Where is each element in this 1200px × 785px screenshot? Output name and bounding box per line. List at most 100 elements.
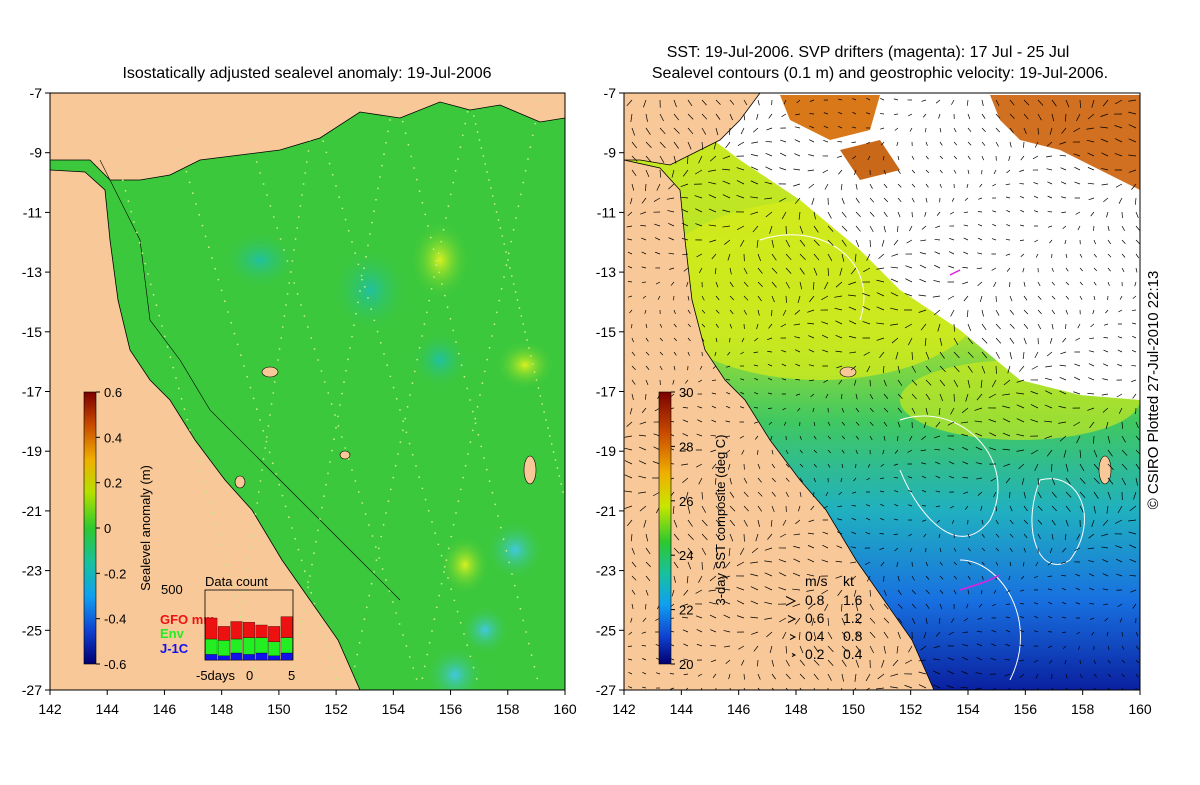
track-dot (455, 341, 457, 343)
track-dot (192, 440, 194, 442)
left-x-tick-label: 156 (439, 701, 463, 717)
track-dot (458, 500, 460, 502)
track-dot (376, 559, 378, 561)
track-dot (189, 429, 191, 431)
track-dot (175, 377, 177, 379)
track-dot (311, 564, 313, 566)
track-dot (522, 182, 524, 184)
track-dot (212, 512, 214, 514)
track-dot (447, 306, 449, 308)
track-dot (285, 304, 287, 306)
left-y-tick-label: -7 (30, 85, 43, 101)
track-dot (351, 241, 353, 243)
track-dot (276, 227, 278, 229)
track-dot (429, 642, 431, 644)
track-dot (283, 249, 285, 251)
track-dot (353, 324, 355, 326)
track-dot (329, 163, 331, 165)
track-dot (345, 370, 347, 372)
track-dot (249, 139, 251, 141)
track-dot (358, 264, 360, 266)
track-dot (418, 476, 420, 478)
right-x-tick-label: 160 (1128, 701, 1152, 717)
track-dot (370, 308, 372, 310)
left-x-tick-label: 142 (38, 701, 62, 717)
track-dot (192, 192, 194, 194)
track-dot (272, 392, 274, 394)
sst-colorbar-tick-label: 30 (679, 385, 693, 400)
track-dot (338, 196, 340, 198)
track-dot (470, 656, 472, 658)
left-y-tick-label: -19 (22, 443, 42, 459)
track-dot (186, 419, 188, 421)
track-dot (150, 284, 152, 286)
track-dot (464, 376, 466, 378)
track-dot (288, 282, 290, 284)
track-dot (513, 283, 515, 285)
track-dot (525, 631, 527, 633)
track-dot (374, 320, 376, 322)
track-dot (323, 635, 325, 637)
track-dot (299, 632, 301, 634)
track-dot (364, 618, 366, 620)
track-dot (369, 233, 371, 235)
track-dot (481, 147, 483, 149)
right-panel-title-line2: Sealevel contours (0.1 m) and geostrophi… (652, 65, 1108, 82)
track-dot (367, 245, 369, 247)
track-dot (469, 99, 471, 101)
track-dot (375, 546, 377, 548)
data-count-bar-gfo (268, 626, 280, 641)
track-dot (261, 469, 263, 471)
track-dot (275, 473, 277, 475)
track-dot (385, 579, 387, 581)
track-dot (501, 235, 503, 237)
track-dot (460, 489, 462, 491)
track-dot (371, 222, 373, 224)
track-dot (407, 406, 409, 408)
track-dot (475, 422, 477, 424)
track-dot (406, 645, 408, 647)
track-dot (247, 568, 249, 570)
sst-colorbar-tick-label: 22 (679, 603, 693, 618)
track-dot (361, 279, 363, 281)
track-dot (466, 388, 468, 390)
track-dot (364, 286, 366, 288)
right-x-tick-label: 142 (612, 701, 636, 717)
track-dot (269, 452, 271, 454)
track-dot (547, 427, 549, 429)
left-x-tick-label: 144 (96, 701, 120, 717)
data-count-bar-j1c (281, 653, 293, 660)
track-dot (323, 495, 325, 497)
track-dot (317, 530, 319, 532)
track-dot (223, 554, 225, 556)
track-dot (322, 140, 324, 142)
track-dot (472, 411, 474, 413)
data-count-bar-j1c (256, 653, 268, 660)
track-dot (359, 290, 361, 292)
track-dot (390, 489, 392, 491)
track-dot (427, 225, 429, 227)
track-dot (363, 267, 365, 269)
data-count-bar-gfo (218, 626, 230, 640)
track-dot (119, 169, 121, 171)
track-dot (341, 393, 343, 395)
sealevel-colorbar-label: Sealevel anomaly (m) (138, 465, 153, 591)
track-dot (480, 446, 482, 448)
track-dot (278, 484, 280, 486)
track-dot (412, 382, 414, 384)
track-dot (357, 302, 359, 304)
track-dot (242, 601, 244, 603)
track-dot (443, 229, 445, 231)
track-dot (310, 592, 312, 594)
track-dot (287, 260, 289, 262)
track-dot (511, 275, 513, 277)
track-dot (426, 312, 428, 314)
track-dot (321, 507, 323, 509)
track-dot (486, 359, 488, 361)
track-dot (410, 156, 412, 158)
track-dot (348, 230, 350, 232)
track-dot (392, 601, 394, 603)
track-dot (385, 142, 387, 144)
track-dot (287, 293, 289, 295)
track-dot (414, 371, 416, 373)
